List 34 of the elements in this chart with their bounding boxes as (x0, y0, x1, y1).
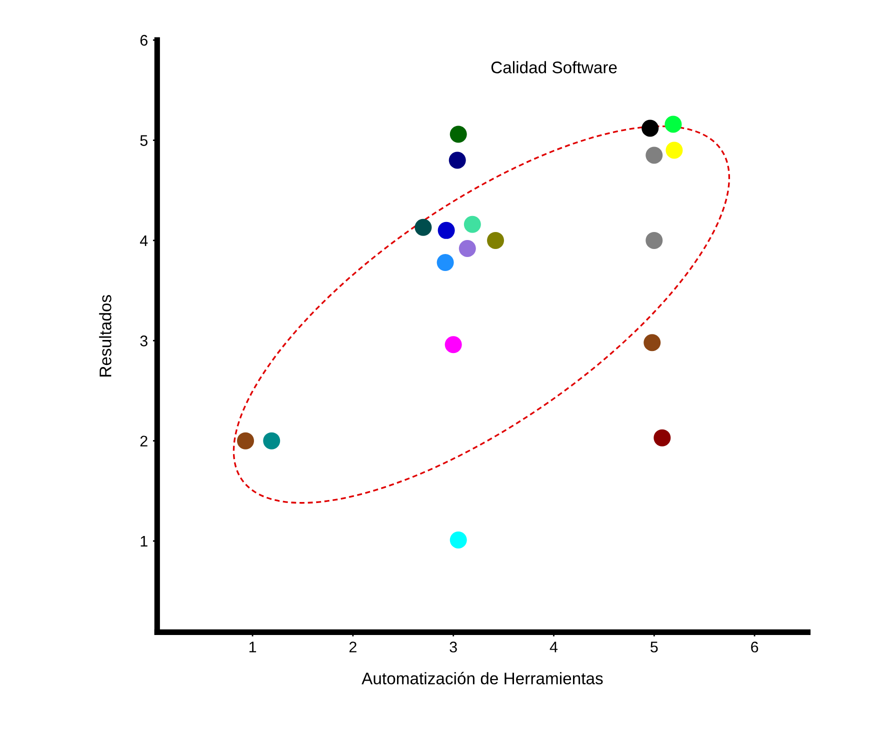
point (450, 532, 467, 549)
x-tick-label: 2 (349, 642, 356, 652)
x-tick-label: 3 (450, 642, 457, 652)
point (644, 334, 661, 352)
x-tick-label: 5 (650, 642, 658, 652)
point (654, 429, 671, 446)
point (646, 146, 663, 164)
y-axis-title: Resultados (99, 295, 112, 376)
x-tick-label: 1 (249, 642, 256, 652)
y-tick-label: 4 (140, 235, 148, 246)
point (414, 218, 432, 236)
x-tick-label: 4 (550, 642, 558, 652)
point (237, 432, 254, 450)
point (458, 240, 476, 257)
point (263, 432, 280, 450)
point (664, 116, 682, 133)
y-tick-label: 5 (140, 135, 148, 146)
point (666, 142, 683, 159)
point (464, 216, 481, 233)
point (487, 232, 504, 249)
point (450, 126, 467, 143)
y-tick-label: 3 (140, 336, 148, 346)
point (642, 120, 659, 137)
point (438, 222, 455, 239)
text: Calidad Software (491, 61, 617, 74)
y-tick-label: 6 (140, 34, 148, 46)
x-axis-title: Automatización de Herramientas (362, 672, 603, 684)
point (444, 336, 462, 354)
y-tick-label: 2 (140, 436, 148, 446)
point (646, 232, 663, 249)
point (448, 152, 466, 169)
y-tick-label: 1 (140, 536, 148, 547)
point (436, 254, 454, 271)
x-tick-label: 6 (751, 642, 758, 652)
